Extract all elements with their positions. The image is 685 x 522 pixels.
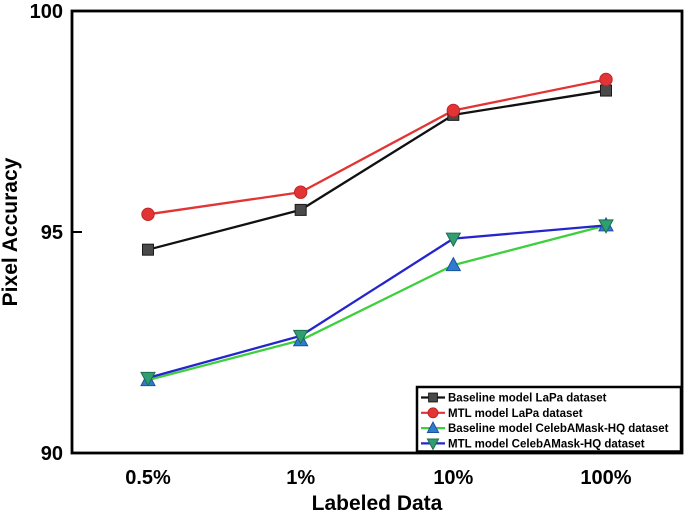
series-1-marker: [599, 72, 613, 87]
series-2-marker: [445, 256, 462, 272]
x-tick-label: 10%: [433, 467, 473, 489]
series-3-marker: [445, 232, 462, 248]
legend-entry-label: MTL model CelebAMask-HQ dataset: [448, 438, 645, 450]
legend-entry-label: Baseline model CelebAMask-HQ dataset: [448, 423, 669, 435]
series-line-0: [146, 89, 608, 251]
x-tick-label: 0.5%: [125, 467, 171, 489]
plot-border: [70, 9, 684, 455]
series-0-marker: [142, 243, 154, 256]
legend-box: [415, 385, 683, 453]
legend-entry-label: MTL model LaPa dataset: [448, 408, 583, 420]
series-3-marker: [140, 371, 156, 387]
y-axis-title: Pixel Accuracy: [0, 157, 22, 306]
legend-circle-icon: [427, 407, 439, 419]
x-axis-title: Labeled Data: [312, 492, 443, 515]
series-0-marker: [294, 203, 307, 216]
legend-triangle-down-icon: [426, 438, 440, 451]
series-line-2: [146, 224, 608, 382]
series-3-marker: [598, 219, 614, 234]
series-line-1: [146, 78, 608, 216]
series-line-3: [146, 224, 608, 380]
x-tick-label: 1%: [286, 467, 315, 489]
y-tick-label: 95: [41, 222, 63, 244]
series-1-marker: [293, 185, 308, 199]
legend-triangle-up-icon: [426, 421, 440, 433]
y-tick-label: 90: [41, 443, 63, 465]
y-tick-label: 100: [30, 1, 63, 23]
x-tick-label: 100%: [580, 467, 631, 489]
series-3-marker: [292, 329, 309, 345]
series-1-marker: [446, 103, 461, 118]
legend-entry-label: Baseline model LaPa dataset: [448, 393, 607, 405]
series-0-marker: [600, 84, 612, 97]
legend-square-icon: [428, 392, 438, 403]
series-1-marker: [141, 207, 155, 222]
